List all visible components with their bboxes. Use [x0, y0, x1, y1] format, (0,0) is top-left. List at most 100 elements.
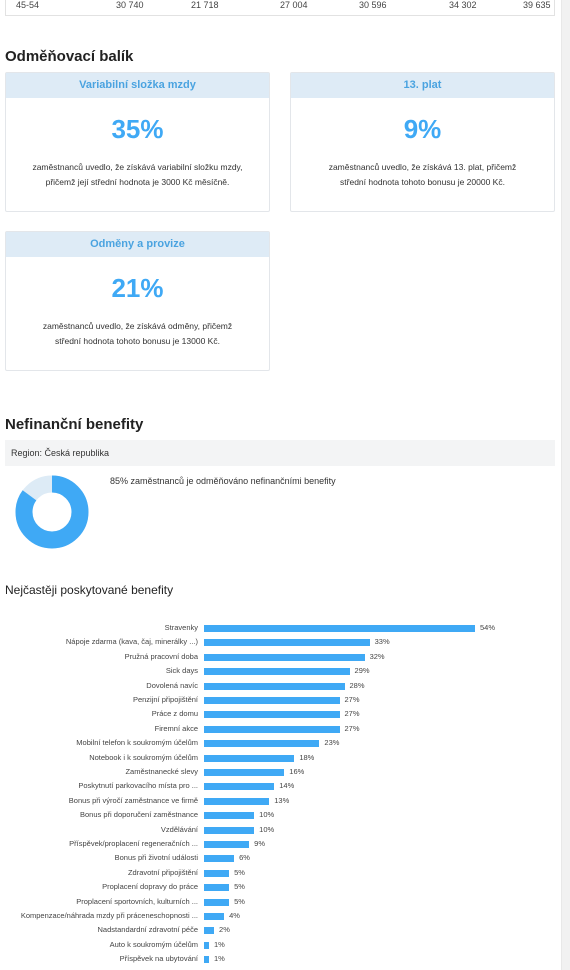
card-header: 13. plat — [291, 73, 554, 98]
bar-value-label: 4% — [229, 911, 240, 920]
bar-value-label: 27% — [344, 723, 360, 733]
bar-value-label: 9% — [254, 839, 265, 848]
benefits-section-title: Nefinanční benefity — [5, 416, 144, 433]
bar[interactable] — [204, 941, 210, 949]
bar[interactable] — [204, 797, 270, 805]
bar[interactable] — [204, 697, 340, 704]
bar[interactable] — [204, 711, 340, 719]
bar-category-label: Notebook i k soukromým účelům — [89, 752, 198, 762]
card-bonuses-commissions: Odměny a provize 21% zaměstnanců uvedlo,… — [5, 231, 270, 371]
bar-row: Bonus při doporučení zaměstnance 10% — [0, 808, 560, 822]
bar-row: Kompenzace/náhrada mzdy při práceneschop… — [0, 909, 560, 923]
card-percentage: 35% — [111, 114, 164, 144]
table-cell: 39 635 — [523, 0, 551, 10]
table-cell: 30 740 — [116, 0, 144, 10]
card-description: zaměstnanců uvedlo, že získává odměny, p… — [16, 319, 259, 349]
bar[interactable] — [204, 898, 230, 906]
bar-value-label: 6% — [239, 853, 250, 863]
bar-row: Zdravotní připojištění 5% — [0, 866, 560, 880]
bar-category-label: Zaměstnanecké slevy — [125, 767, 198, 776]
bar[interactable] — [204, 653, 365, 661]
bar-row: Penzijní připojištění 27% — [0, 693, 560, 707]
card-header: Odměny a provize — [6, 232, 269, 257]
bar-row: Práce z domu 27% — [0, 707, 560, 721]
bar-row: Pružná pracovní doba 32% — [0, 650, 560, 664]
bar[interactable] — [204, 740, 320, 748]
bar-category-label: Bonus při výročí zaměstnance ve firmě — [68, 795, 198, 805]
bar-row: Příspěvek/proplacení regeneračních ... 9% — [0, 837, 560, 851]
bar[interactable] — [204, 639, 370, 647]
bar-row: Stravenky 54% — [0, 621, 560, 635]
bar-value-label: 27% — [344, 695, 360, 704]
bar-category-label: Auto k soukromým účelům — [109, 939, 198, 949]
bar[interactable] — [204, 956, 210, 964]
bar-row: Poskytnutí parkovacího místa pro ... 14% — [0, 779, 560, 793]
card-13th-salary: 13. plat 9% zaměstnanců uvedlo, že získá… — [290, 72, 555, 212]
bar[interactable] — [204, 826, 255, 834]
bar-value-label: 18% — [299, 752, 315, 762]
donut-main-segment — [15, 475, 89, 549]
bar-value-label: 29% — [354, 666, 370, 676]
bar-value-label: 1% — [214, 939, 225, 949]
card-percentage: 9% — [403, 114, 442, 144]
bar-row: Proplacení dopravy do práce 5% — [0, 880, 560, 894]
bar-category-label: Stravenky — [164, 623, 198, 632]
card-description-line: střední hodnota tohoto bonusu je 20000 K… — [340, 177, 505, 187]
bar[interactable] — [204, 913, 225, 920]
bar[interactable] — [204, 769, 285, 776]
card-header: Variabilní složka mzdy — [6, 73, 269, 98]
bar-value-label: 14% — [279, 781, 295, 791]
region-label: Region: Česká republika — [5, 440, 555, 466]
bar[interactable] — [204, 812, 255, 820]
card-variable-pay: Variabilní složka mzdy 35% zaměstnanců u… — [5, 72, 270, 212]
bar[interactable] — [204, 927, 215, 935]
bar[interactable] — [204, 869, 230, 877]
bar-category-label: Poskytnutí parkovacího místa pro ... — [78, 781, 198, 791]
bar-row: Nadstandardní zdravotní péče 2% — [0, 923, 560, 937]
bar[interactable] — [204, 668, 350, 676]
bar-value-label: 5% — [234, 867, 245, 877]
bar-row: Mobilní telefon k soukromým účelům 23% — [0, 736, 560, 750]
bar-value-label: 13% — [274, 795, 290, 805]
bar[interactable] — [204, 841, 250, 848]
bar-row: Proplacení sportovních, kulturních ... 5% — [0, 895, 560, 909]
card-description: zaměstnanců uvedlo, že získává 13. plat,… — [301, 160, 544, 190]
bar-category-label: Firemní akce — [154, 723, 198, 733]
bar-row: Bonus při výročí zaměstnance ve firmě 13% — [0, 794, 560, 808]
card-description-line: zaměstnanců uvedlo, že získává variabiln… — [32, 162, 243, 172]
bar-value-label: 27% — [344, 709, 360, 719]
bar-category-label: Příspěvek/proplacení regeneračních ... — [69, 839, 198, 848]
bar[interactable] — [204, 625, 475, 632]
bar-row: Notebook i k soukromým účelům 18% — [0, 751, 560, 765]
bar-category-label: Mobilní telefon k soukromým účelům — [76, 738, 198, 748]
bar-value-label: 32% — [369, 651, 385, 661]
bar[interactable] — [204, 725, 340, 733]
bar-row: Nápoje zdarma (kava, čaj, minerálky ...)… — [0, 635, 560, 649]
bar-category-label: Vzdělávání — [160, 824, 198, 834]
bar-value-label: 23% — [324, 738, 340, 748]
bar-category-label: Proplacení sportovních, kulturních ... — [76, 896, 198, 906]
bar-row: Bonus při životní události 6% — [0, 851, 560, 865]
page-scrollbar[interactable] — [561, 0, 570, 970]
card-percentage: 21% — [111, 273, 164, 303]
bar-category-label: Bonus při životní události — [114, 853, 198, 863]
table-cell: 27 004 — [280, 0, 308, 10]
bar-value-label: 5% — [234, 882, 245, 892]
table-cell: 30 596 — [359, 0, 387, 10]
bar-value-label: 10% — [259, 810, 275, 820]
bar-row: Příspěvek na ubytování 1% — [0, 952, 560, 966]
bar-category-label: Bonus při doporučení zaměstnance — [80, 810, 198, 820]
bar-value-label: 16% — [289, 767, 305, 776]
bar[interactable] — [204, 682, 345, 690]
bar[interactable] — [204, 754, 295, 762]
card-description-line: střední hodnota tohoto bonusu je 13000 K… — [55, 336, 220, 346]
bar-value-label: 54% — [480, 623, 496, 632]
bar[interactable] — [204, 884, 230, 892]
card-description-line: přičemž její střední hodnota je 3000 Kč … — [45, 177, 230, 187]
bar[interactable] — [204, 783, 275, 791]
bar-category-label: Penzijní připojištění — [132, 695, 198, 704]
card-description: zaměstnanců uvedlo, že získává variabiln… — [16, 160, 259, 190]
bar-value-label: 33% — [374, 637, 390, 647]
bar[interactable] — [204, 855, 235, 863]
table-cell: 21 718 — [191, 0, 219, 10]
